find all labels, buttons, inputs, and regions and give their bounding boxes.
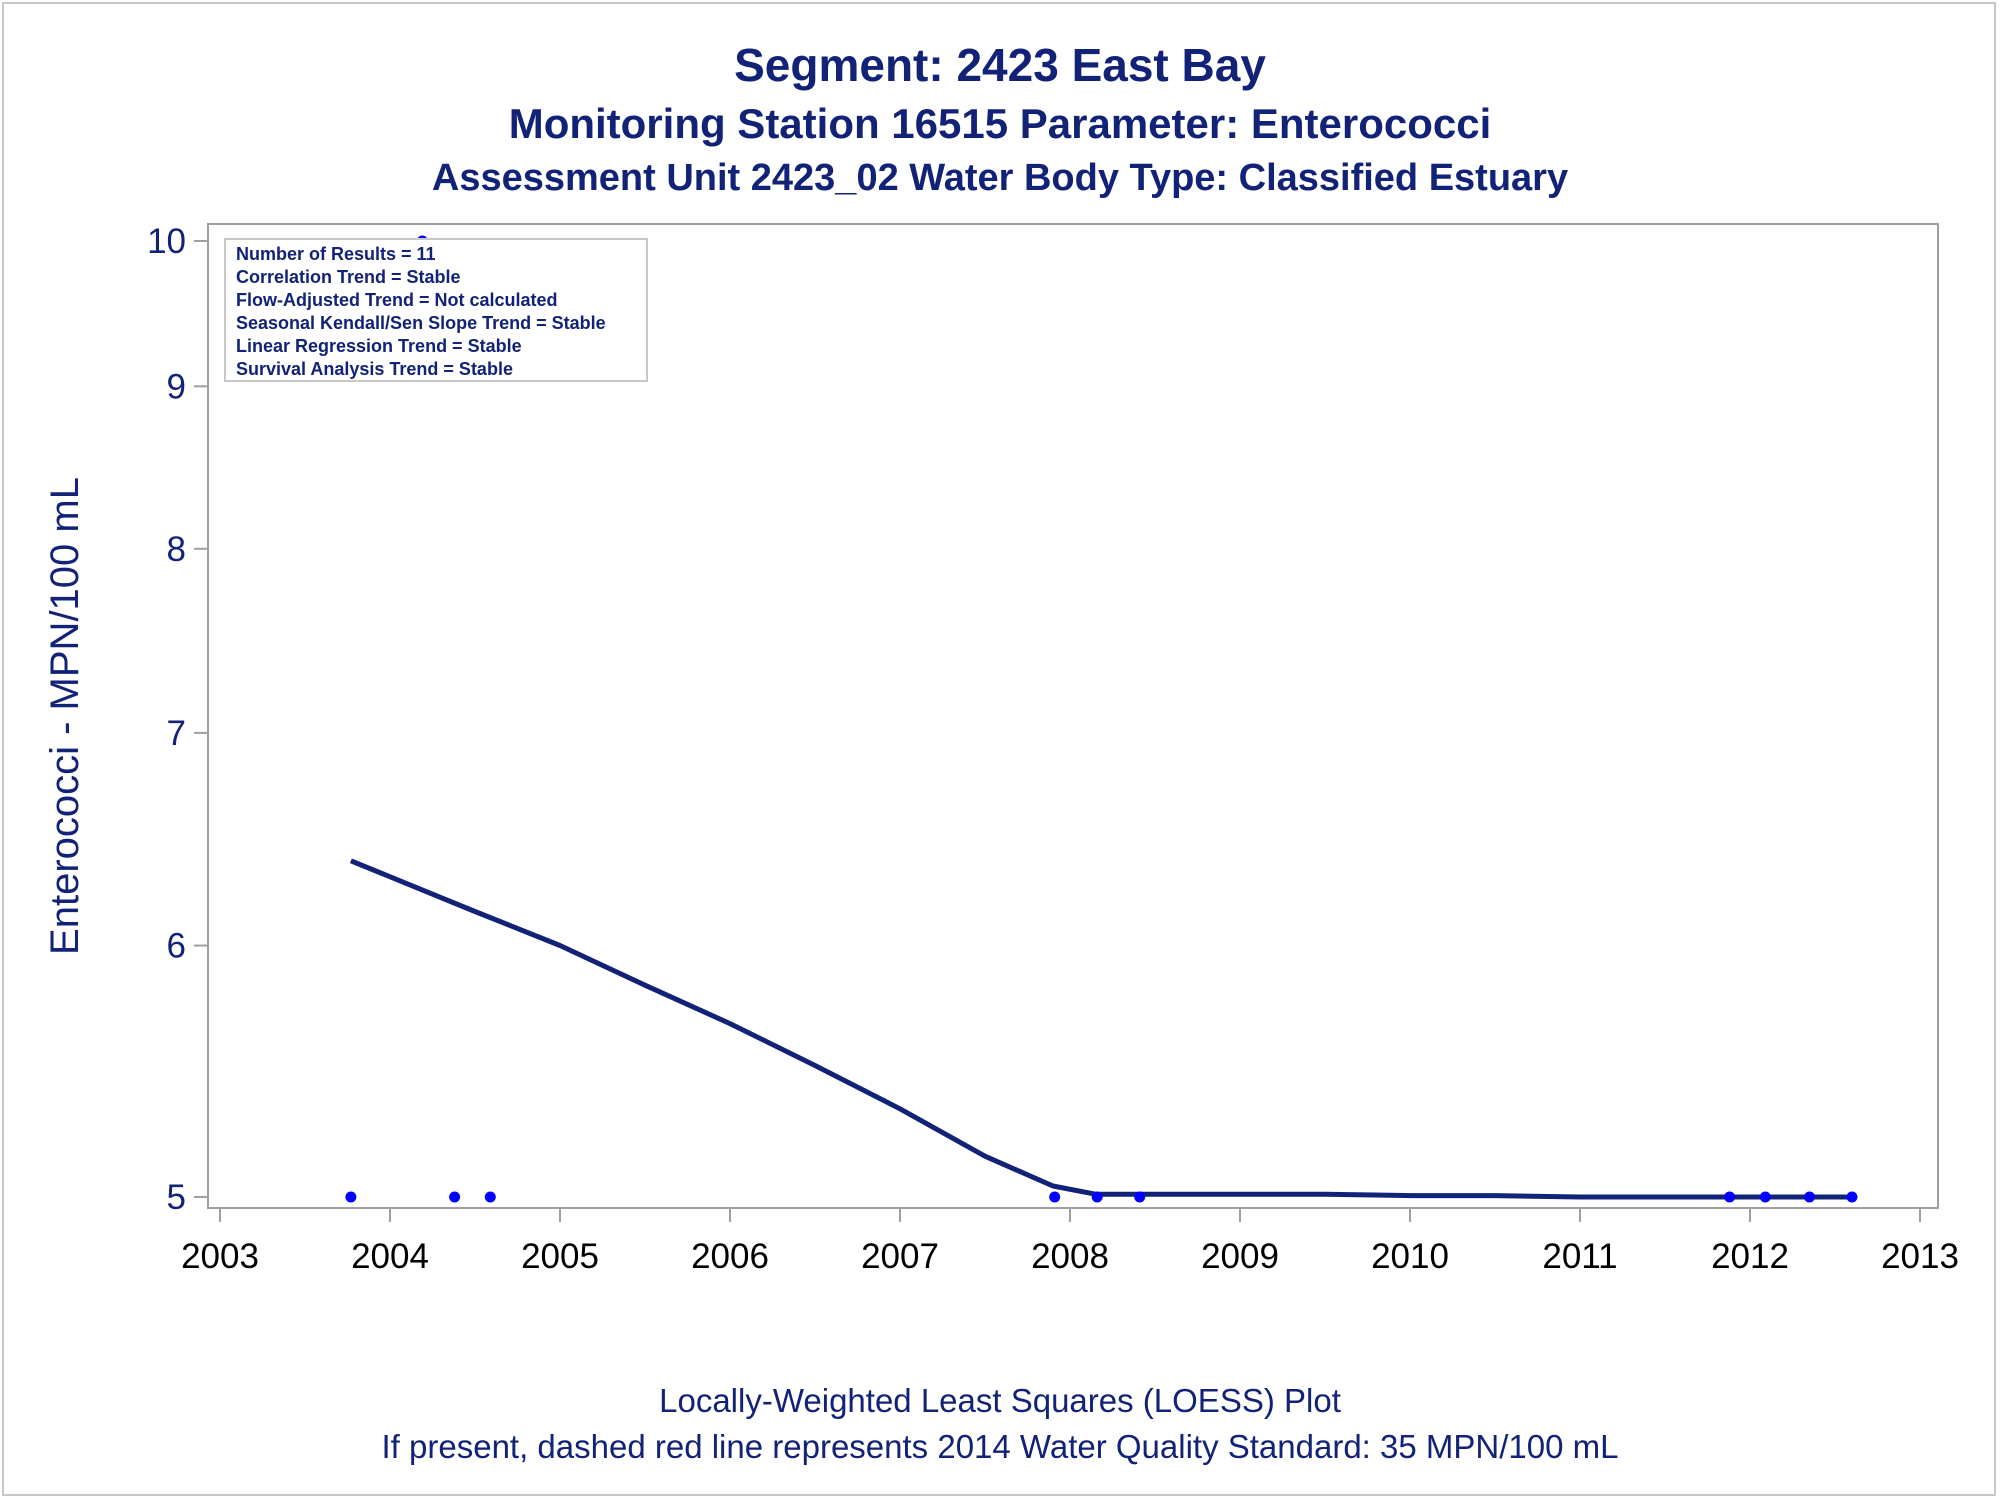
data-point — [1091, 1191, 1103, 1203]
data-point — [1049, 1191, 1061, 1203]
data-point — [1846, 1191, 1858, 1203]
x-axis: 2003 2004 2005 2006 2007 2008 2009 2010 2011 2012… — [181, 1208, 1959, 1276]
x-tick-label: 2004 — [351, 1237, 429, 1276]
x-tick-label: 2009 — [1201, 1237, 1279, 1276]
y-axis: 5 6 7 8 9 10 — [147, 222, 208, 1217]
y-tick-label: 5 — [167, 1178, 186, 1217]
inset-line-flow-adjusted: Flow-Adjusted Trend = Not calculated — [236, 290, 558, 310]
inset-line-linear-regression: Linear Regression Trend = Stable — [236, 336, 522, 356]
inset-line-seasonal-kendall: Seasonal Kendall/Sen Slope Trend = Stabl… — [236, 313, 606, 333]
x-tick-label: 2007 — [861, 1237, 939, 1276]
data-point — [484, 1191, 496, 1203]
chart-subtitle-2: Assessment Unit 2423_02 Water Body Type:… — [431, 157, 1569, 199]
stats-inset: Number of Results = 11 Correlation Trend… — [224, 238, 648, 382]
x-tick-label: 2008 — [1031, 1237, 1109, 1276]
y-tick-label: 7 — [167, 714, 186, 753]
chart-title: Segment: 2423 East Bay — [734, 39, 1266, 91]
x-tick-label: 2010 — [1371, 1237, 1449, 1276]
y-tick-label: 6 — [167, 927, 186, 966]
x-tick-label: 2013 — [1881, 1237, 1959, 1276]
plot-border — [207, 223, 1939, 1209]
data-point — [1134, 1191, 1146, 1203]
footnote-standard: If present, dashed red line represents 2… — [381, 1428, 1619, 1465]
inset-line-survival-analysis: Survival Analysis Trend = Stable — [236, 359, 513, 379]
x-tick-label: 2006 — [691, 1237, 769, 1276]
x-tick-label: 2012 — [1711, 1237, 1789, 1276]
data-point — [345, 1191, 357, 1203]
chart-subtitle: Monitoring Station 16515 Parameter: Ente… — [508, 100, 1492, 147]
data-point — [1804, 1191, 1815, 1203]
y-tick-label: 9 — [167, 367, 186, 406]
data-point — [1759, 1191, 1771, 1203]
x-tick-label: 2005 — [521, 1237, 599, 1276]
inset-line-correlation: Correlation Trend = Stable — [236, 267, 461, 287]
footnote-plot-type: Locally-Weighted Least Squares (LOESS) P… — [659, 1382, 1341, 1419]
y-axis-title: Enterococci - MPN/100 mL — [43, 477, 87, 955]
stats-inset-box — [224, 238, 648, 382]
inset-line-results: Number of Results = 11 — [236, 244, 436, 264]
x-tick-label: 2003 — [181, 1237, 259, 1276]
data-point — [1724, 1191, 1736, 1203]
loess-line — [349, 858, 1852, 1200]
y-tick-label: 10 — [147, 222, 186, 261]
x-tick-label: 2011 — [1542, 1237, 1617, 1276]
data-point — [449, 1191, 461, 1203]
series-layer — [345, 235, 1858, 1203]
y-tick-label: 8 — [167, 530, 186, 569]
